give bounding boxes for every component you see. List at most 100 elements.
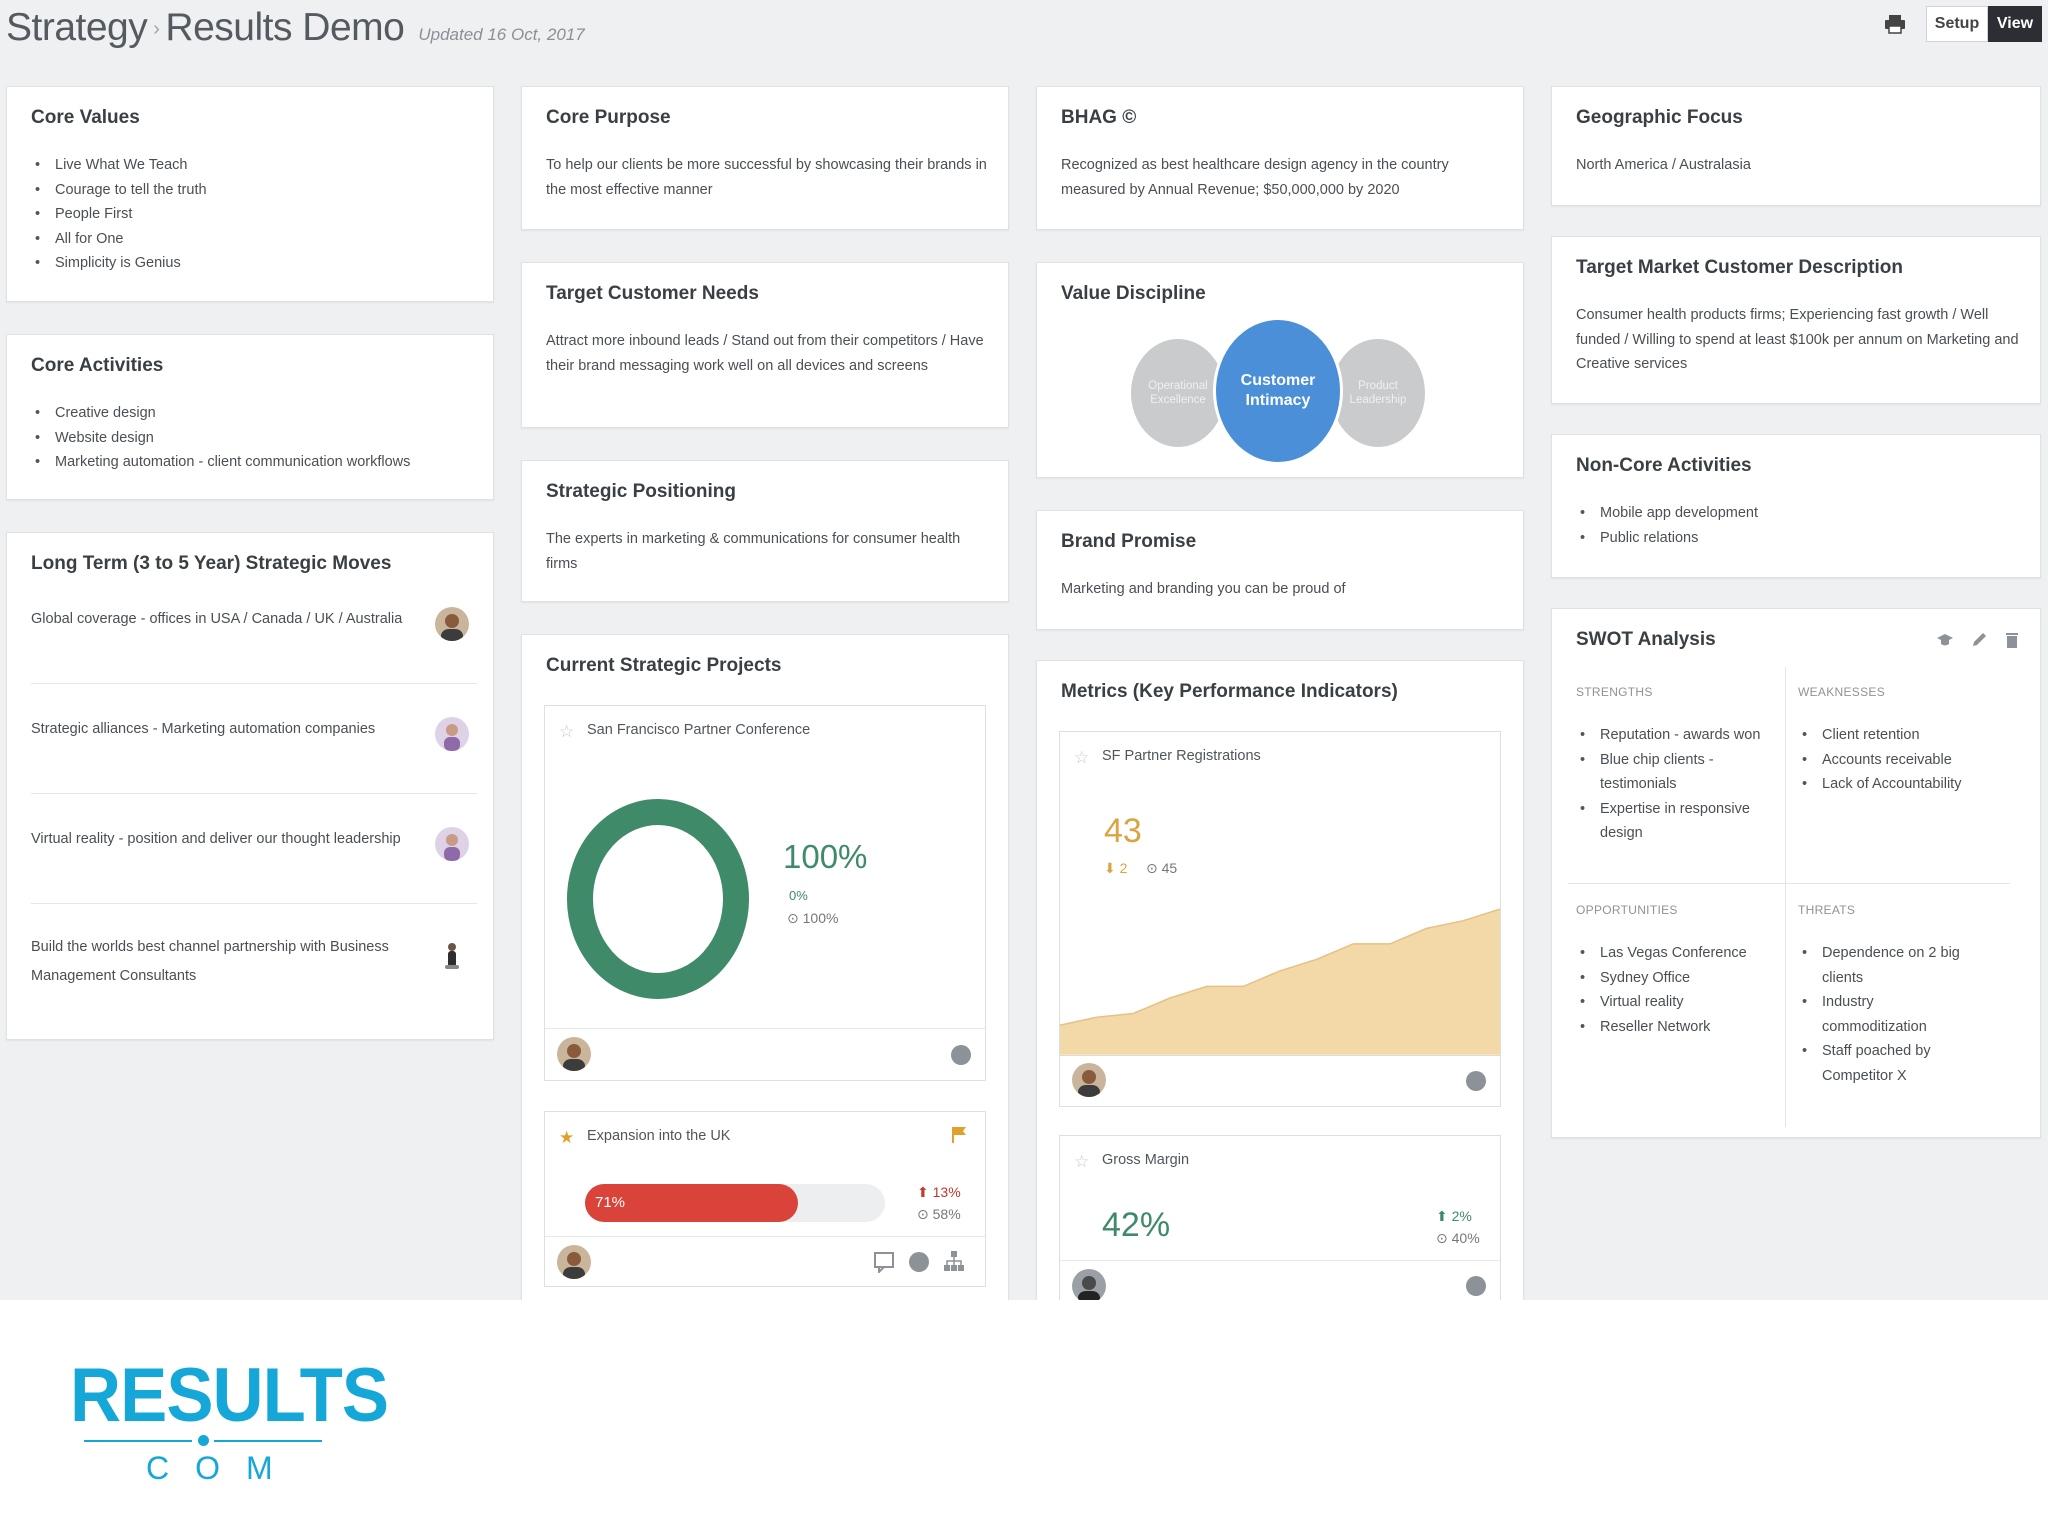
card-text: The experts in marketing & communication…: [546, 531, 961, 572]
arrow-down-icon: ⬇: [1104, 860, 1116, 876]
list-item: All for One: [31, 227, 477, 252]
non-core-activities-card: Non-Core Activities Mobile app developme…: [1551, 434, 2041, 578]
metric-sf-registrations[interactable]: ☆ SF Partner Registrations 43 ⬇ 2 ⊙ 45: [1059, 731, 1501, 1107]
graduation-cap-icon[interactable]: [1936, 631, 1954, 649]
metric-trend-chart: [1060, 908, 1500, 1056]
list-item: Simplicity is Genius: [31, 251, 477, 276]
strategic-move-item[interactable]: Global coverage - offices in USA / Canad…: [31, 611, 403, 627]
flag-icon[interactable]: [951, 1126, 967, 1144]
star-icon[interactable]: ☆: [559, 722, 575, 741]
target-value: 58%: [932, 1206, 961, 1222]
card-text: To help our clients be more successful b…: [546, 157, 987, 198]
list-item: Staff poached by Competitor X: [1798, 1039, 1968, 1088]
hierarchy-icon[interactable]: [943, 1250, 965, 1272]
core-values-list: Live What We Teach Courage to tell the t…: [31, 153, 477, 276]
value-discipline-card: Value Discipline Operational Excellence …: [1036, 262, 1524, 478]
setup-button[interactable]: Setup: [1926, 6, 1988, 42]
list-item: People First: [31, 202, 477, 227]
swot-opportunities-heading: Opportunities: [1576, 903, 1678, 917]
compass-icon[interactable]: [909, 1252, 929, 1272]
dashboard: Strategy › Results Demo Updated 16 Oct, 201…: [0, 0, 2048, 1300]
divider: [31, 683, 477, 684]
bhag-card: BHAG © Recognized as best healthcare des…: [1036, 86, 1524, 230]
metric-change: ⬇ 2: [1104, 860, 1127, 877]
strategic-move-item[interactable]: Build the worlds best channel partnershi…: [31, 939, 389, 984]
strategic-move-item[interactable]: Virtual reality - position and deliver o…: [31, 831, 401, 847]
trash-icon[interactable]: [2004, 631, 2020, 649]
avatar: [435, 827, 469, 861]
progress-target: ⊙ 58%: [917, 1206, 961, 1223]
comment-icon[interactable]: [873, 1251, 895, 1273]
strategic-move-item[interactable]: Strategic alliances - Marketing automati…: [31, 721, 376, 737]
avatar: [435, 939, 469, 973]
project-title: Expansion into the UK: [587, 1128, 731, 1144]
target-value: 40%: [1451, 1230, 1480, 1246]
logo-subtext: COM: [146, 1450, 299, 1486]
list-item: Expertise in responsive design: [1576, 797, 1780, 846]
metric-gross-margin[interactable]: ☆ Gross Margin 42% ⬆ 2% ⊙ 40%: [1059, 1135, 1501, 1300]
list-item: Marketing automation - client communicat…: [31, 450, 477, 475]
swot-opportunities-list: Las Vegas Conference Sydney Office Virtu…: [1576, 941, 1780, 1039]
card-title: Brand Promise: [1061, 531, 1197, 552]
star-icon[interactable]: ☆: [1074, 1152, 1090, 1171]
divider: [31, 793, 477, 794]
card-text: Recognized as best healthcare design age…: [1061, 157, 1449, 198]
card-text: Consumer health products firms; Experien…: [1576, 307, 2019, 372]
list-item: Mobile app development: [1576, 501, 2024, 526]
swot-strengths-heading: Strengths: [1576, 685, 1653, 699]
print-icon[interactable]: [1884, 14, 1906, 34]
card-text: North America / Australasia: [1576, 157, 1751, 173]
compass-icon[interactable]: [1466, 1071, 1486, 1091]
card-footer: [1060, 1054, 1500, 1106]
avatar: [1072, 1063, 1106, 1097]
target-value: 45: [1161, 860, 1178, 876]
list-item: Las Vegas Conference: [1576, 941, 1780, 966]
view-button[interactable]: View: [1988, 6, 2042, 42]
breadcrumb-root[interactable]: Strategy: [6, 6, 148, 49]
card-title: Target Market Customer Description: [1576, 257, 1903, 278]
progress-ring: [567, 799, 749, 999]
card-title: Core Activities: [31, 355, 164, 376]
star-icon[interactable]: ☆: [1074, 748, 1090, 767]
breadcrumb: Strategy › Results Demo Updated 16 Oct, 201…: [6, 6, 585, 50]
trend-line: [1060, 908, 1500, 1026]
change-value: 2: [1119, 860, 1128, 876]
list-item: Accounts receivable: [1798, 748, 2018, 773]
card-text: Marketing and branding you can be proud …: [1061, 581, 1346, 597]
strategic-positioning-card: Strategic Positioning The experts in mar…: [521, 460, 1009, 602]
metric-target: ⊙ 45: [1146, 860, 1177, 877]
card-title: Value Discipline: [1061, 283, 1206, 304]
metric-target: ⊙ 40%: [1436, 1230, 1480, 1247]
list-item: Blue chip clients - testimonials: [1576, 748, 1780, 797]
card-title: Current Strategic Projects: [546, 655, 782, 676]
progress-change: 0%: [789, 888, 808, 903]
list-item: Live What We Teach: [31, 153, 477, 178]
logo-line-right: [214, 1440, 322, 1442]
logo-wordmark: RESULTS: [70, 1353, 389, 1438]
list-item: Lack of Accountability: [1798, 772, 2018, 797]
project-sf-conference[interactable]: ☆ San Francisco Partner Conference 100% …: [544, 705, 986, 1081]
trend-area: [1060, 909, 1500, 1056]
logo-line-left: [84, 1440, 192, 1442]
core-activities-list: Creative design Website design Marketing…: [31, 401, 477, 475]
star-filled-icon[interactable]: ★: [559, 1128, 575, 1147]
swot-weaknesses-heading: Weaknesses: [1798, 685, 1886, 699]
core-activities-card: Core Activities Creative design Website …: [6, 334, 494, 500]
target-customer-needs-card: Target Customer Needs Attract more inbou…: [521, 262, 1009, 428]
card-title: Target Customer Needs: [546, 283, 759, 304]
compass-icon[interactable]: [951, 1045, 971, 1065]
swot-strengths-list: Reputation - awards won Blue chip client…: [1576, 723, 1780, 846]
avatar: [1072, 1269, 1106, 1300]
core-values-card: Core Values Live What We Teach Courage t…: [6, 86, 494, 302]
metrics-card: Metrics (Key Performance Indicators) ☆ S…: [1036, 660, 1524, 1300]
avatar: [435, 607, 469, 641]
progress-ring-fill: [567, 799, 749, 999]
compass-icon[interactable]: [1466, 1276, 1486, 1296]
list-item: Virtual reality: [1576, 990, 1780, 1015]
edit-pencil-icon[interactable]: [1970, 631, 1988, 649]
list-item: Courage to tell the truth: [31, 178, 477, 203]
geographic-focus-card: Geographic Focus North America / Austral…: [1551, 86, 2041, 206]
project-uk-expansion[interactable]: ★ Expansion into the UK 71% ⬆ 13% ⊙ 58%: [544, 1111, 986, 1287]
list-item: Reputation - awards won: [1576, 723, 1780, 748]
brand-promise-card: Brand Promise Marketing and branding you…: [1036, 510, 1524, 630]
